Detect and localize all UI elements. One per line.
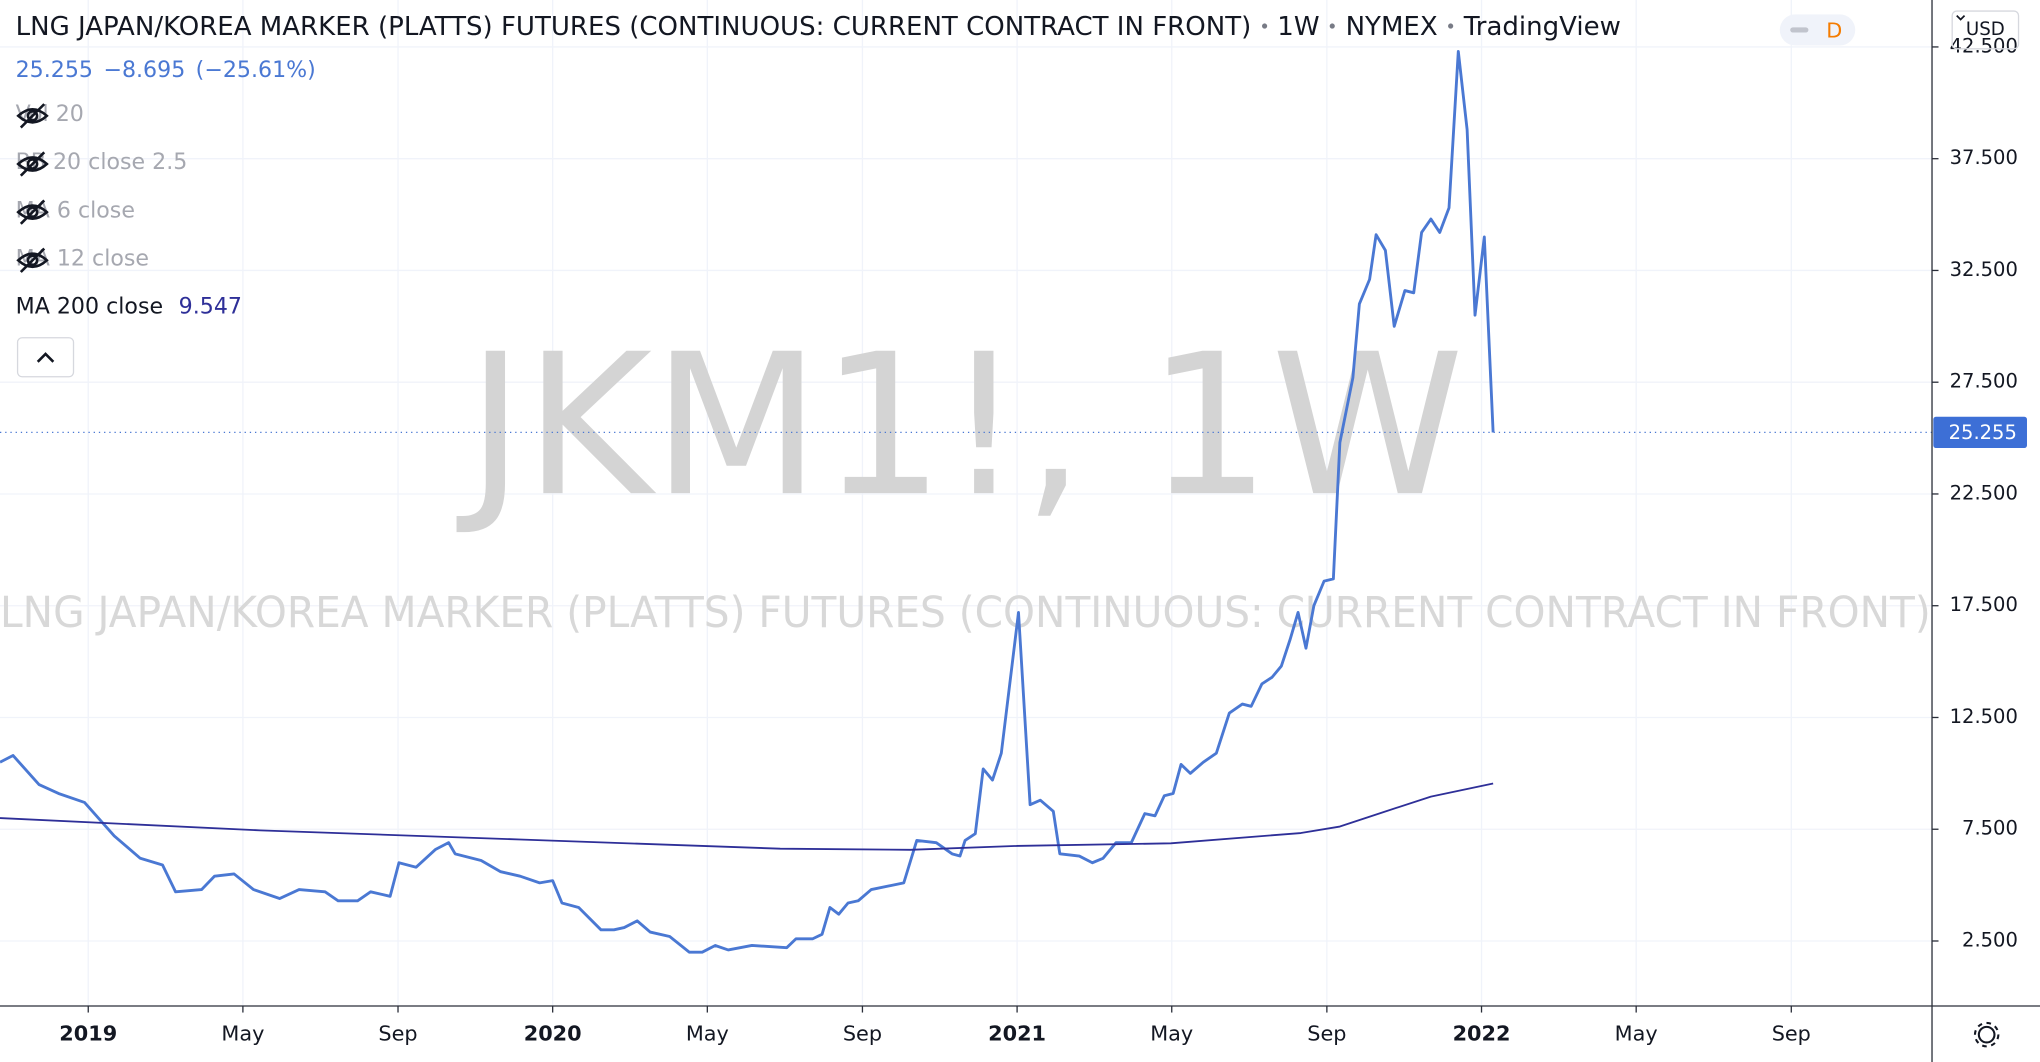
ma-value: 9.547 bbox=[178, 294, 243, 321]
interval: 1W bbox=[1277, 10, 1320, 42]
collapse-button[interactable] bbox=[16, 337, 75, 378]
hidden-eye-icon[interactable] bbox=[16, 150, 50, 179]
y-tick-label: 37.500 bbox=[1950, 146, 2018, 169]
y-tick-label: 7.500 bbox=[1962, 817, 2018, 840]
y-tick-label: 17.500 bbox=[1950, 593, 2018, 616]
x-tick-label: 2020 bbox=[524, 1022, 582, 1046]
axes: 2.500 7.500 12.500 17.500 22.500 27.500 32.500… bbox=[59, 34, 2027, 1046]
y-tick-label: 22.500 bbox=[1950, 481, 2018, 504]
legend-price: 25.255 −8.695 (−25.61%) bbox=[16, 57, 316, 83]
y-tick-label: 27.500 bbox=[1950, 370, 2018, 393]
indicator-row: MA 6 close bbox=[16, 198, 135, 227]
x-tick-label: Sep bbox=[843, 1022, 882, 1046]
y-tick-label: 12.500 bbox=[1950, 705, 2018, 728]
badge-text: D bbox=[1826, 17, 1843, 43]
brand: TradingView bbox=[1463, 10, 1621, 42]
last-price: 25.255 bbox=[15, 57, 94, 84]
ma-line bbox=[0, 782, 1494, 851]
hidden-eye-icon[interactable] bbox=[16, 246, 50, 275]
symbol-title: LNG JAPAN/KOREA MARKER (PLATTS) FUTURES … bbox=[15, 10, 1252, 42]
y-tick-label: 2.500 bbox=[1962, 928, 2018, 951]
x-tick-label: May bbox=[221, 1022, 264, 1046]
watermark: JKM1!, 1W bbox=[456, 313, 1464, 540]
x-tick-label: Sep bbox=[1772, 1022, 1811, 1046]
collapse-icon bbox=[36, 352, 55, 363]
change: −8.695 bbox=[103, 57, 186, 84]
indicator-row: Vol 20 bbox=[16, 102, 84, 131]
x-tick-label: May bbox=[1150, 1022, 1193, 1046]
exchange: NYMEX bbox=[1345, 10, 1438, 42]
currency-button[interactable]: USD bbox=[1951, 10, 2020, 50]
x-tick-label: Sep bbox=[1307, 1022, 1346, 1046]
hidden-eye-icon[interactable] bbox=[16, 102, 50, 131]
settings-icon[interactable] bbox=[1973, 1021, 2000, 1048]
market-status[interactable]: D bbox=[1779, 14, 1856, 46]
ma-name: MA 200 close bbox=[15, 294, 164, 321]
grid bbox=[0, 0, 1933, 1007]
indicator-row: BB 20 close 2.5 bbox=[16, 150, 187, 179]
legend-ma200: MA 200 close 9.547 bbox=[16, 294, 242, 320]
change-pct: (−25.61%) bbox=[195, 57, 316, 84]
last-price-box bbox=[1933, 416, 2027, 449]
x-tick-label: Sep bbox=[378, 1022, 417, 1046]
last-price-label: 25.255 bbox=[1949, 421, 2017, 444]
marks bbox=[0, 49, 1933, 954]
y-tick-label: 42.500 bbox=[1950, 34, 2018, 57]
indicator-row: MA 12 close bbox=[16, 246, 149, 275]
legend-header: LNG JAPAN/KOREA MARKER (PLATTS) FUTURES … bbox=[16, 10, 1621, 41]
x-tick-label: May bbox=[1615, 1022, 1658, 1046]
hidden-eye-icon[interactable] bbox=[16, 198, 50, 227]
x-tick-label: 2022 bbox=[1453, 1022, 1511, 1046]
dropdown-icon bbox=[1956, 15, 1966, 21]
x-tick-label: 2019 bbox=[59, 1022, 117, 1046]
x-tick-label: 2021 bbox=[988, 1022, 1046, 1046]
watermark-title: LNG JAPAN/KOREA MARKER (PLATTS) FUTURES … bbox=[0, 588, 1931, 638]
y-tick-label: 32.500 bbox=[1950, 258, 2018, 281]
x-tick-label: May bbox=[686, 1022, 729, 1046]
currency: USD bbox=[1965, 19, 2005, 41]
